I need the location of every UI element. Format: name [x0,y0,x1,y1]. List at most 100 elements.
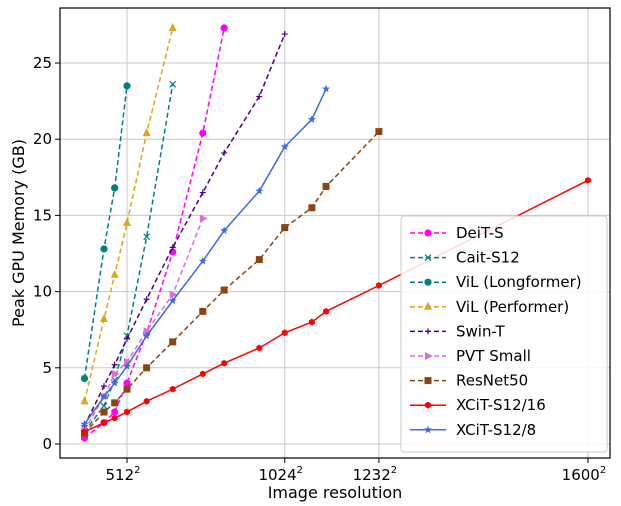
y-tick-label: 10 [33,283,52,301]
data-point [256,93,263,100]
data-point [99,314,108,323]
legend-label: XCiT-S12/16 [456,396,546,414]
legend-label: PVT Small [456,347,531,365]
legend-label: ResNet50 [456,372,528,390]
data-point [322,84,331,93]
data-point [101,419,107,427]
data-point [124,335,130,342]
data-point [221,359,228,367]
data-point [142,128,151,137]
data-point [308,318,315,326]
series-swin-t [81,31,288,429]
data-point [375,282,382,289]
data-point [143,233,151,241]
data-point [585,176,591,184]
series-xcit-s12-8 [80,84,331,428]
data-point [307,115,316,123]
legend-marker [424,377,432,385]
data-point [169,80,177,88]
data-point [111,361,118,368]
data-point [110,378,119,387]
data-point [111,184,119,192]
grid [60,8,610,458]
x-tick-label: 12322 [353,465,398,484]
data-point [255,186,264,195]
data-point [123,218,131,227]
series-line [83,33,286,427]
data-point [168,22,177,31]
data-point [199,189,206,196]
data-point [169,290,178,299]
y-axis-label: Peak GPU Memory (GB) [9,139,28,327]
data-point [143,397,150,405]
series-xcit-s12-16 [81,176,591,436]
ticks: 5122 10242 12322 16002 0 5 10 15 20 25 [33,54,606,484]
legend-label: DeiT-S [456,224,504,242]
data-point [123,82,131,90]
data-point [80,419,89,428]
data-point [168,296,177,305]
x-tick-exponent: 2 [297,465,303,476]
data-point [220,226,229,235]
data-point [143,327,152,336]
legend-label: XCiT-S12/8 [456,421,536,439]
data-point [110,269,119,278]
x-tick-label: 5122 [105,465,140,484]
legend-label: ViL (Performer) [456,298,569,316]
y-tick-label: 25 [33,54,52,72]
legend-marker [424,254,432,262]
data-point [111,399,119,407]
data-point [281,31,288,38]
legend-label: Cait-S12 [456,249,520,267]
data-point [281,329,288,337]
plot-frame [59,7,611,459]
data-point [111,414,118,422]
y-tick-label: 0 [42,435,52,453]
legend: DeiT-S Cait-S12 ViL (Longformer) ViL (Perfo… [400,215,608,453]
data-point [142,331,151,340]
legend-marker [425,352,433,360]
data-point [375,128,383,136]
x-tick-exponent: 2 [600,465,606,476]
legend-label: Swin-T [456,322,505,340]
data-point [323,308,329,315]
y-tick-label: 15 [33,206,52,224]
data-point [123,379,131,387]
data-point [169,338,177,346]
data-point [198,256,207,265]
data-point [100,383,107,390]
data-point [123,385,131,393]
data-point [169,244,176,251]
data-point [169,385,176,393]
data-point [281,224,289,232]
data-point [256,344,263,352]
y-tick-label: 20 [33,130,52,148]
series-vil-performer- [80,22,177,405]
legend-marker [424,278,432,286]
series-vil-longformer- [80,82,131,383]
data-point [255,256,263,264]
x-tick-exponent: 2 [134,465,140,476]
data-point [322,182,330,190]
legend-marker [425,328,431,335]
data-point [199,370,206,378]
series-resnet50 [80,128,383,437]
series-deit-s [80,24,228,442]
x-tick-label: 10242 [258,465,303,484]
legend-marker [424,301,432,310]
data-point [81,428,88,436]
x-tick-exponent: 2 [391,465,397,476]
data-point [100,245,108,253]
series-line [83,85,128,379]
data-point [221,149,228,156]
data-point [220,24,228,32]
data-point [308,204,316,212]
data-point [111,408,119,416]
data-point [143,296,150,303]
data-point [123,332,131,340]
legend-label: ViL (Longformer) [456,273,582,291]
x-tick-label: 16002 [562,465,607,484]
data-point [124,408,130,416]
data-point [199,129,207,137]
data-point [123,362,131,370]
